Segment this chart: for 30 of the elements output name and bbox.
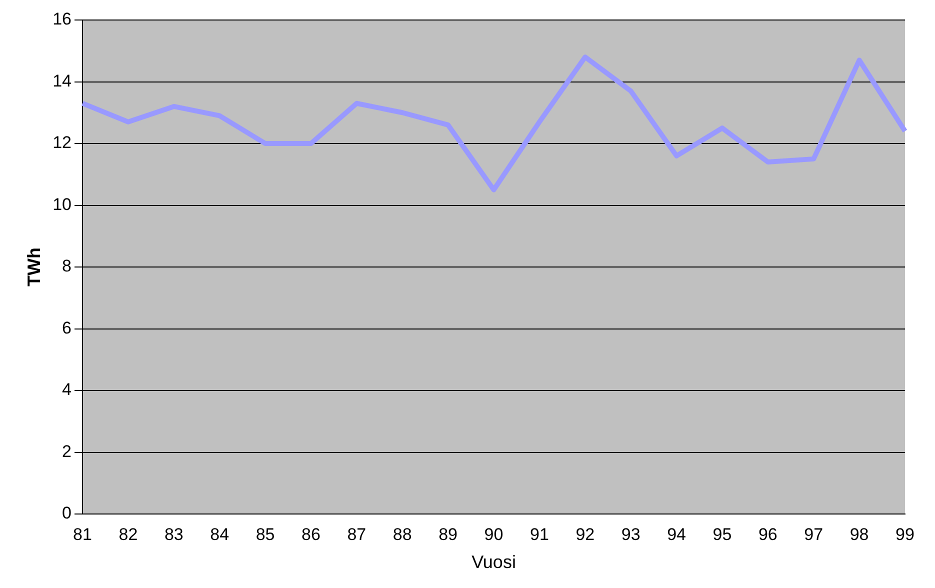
x-tick-label: 84: [210, 524, 230, 544]
x-tick-label: 85: [256, 524, 275, 544]
x-tick-label: 82: [118, 524, 138, 544]
y-tick-label: 8: [62, 256, 72, 276]
x-tick-label: 93: [621, 524, 640, 544]
x-tick-label: 98: [850, 524, 869, 544]
y-tick-label: 12: [52, 133, 72, 152]
x-tick-label: 96: [758, 524, 778, 544]
x-tick-label: 91: [530, 524, 549, 544]
y-tick-label: 16: [52, 10, 72, 29]
y-axis-title: TWh: [24, 248, 44, 286]
x-tick-label: 87: [347, 524, 366, 544]
y-tick-label: 2: [62, 442, 72, 461]
x-tick-label: 92: [576, 524, 595, 544]
y-tick-label: 14: [52, 71, 72, 90]
x-tick-label: 90: [484, 524, 504, 544]
x-tick-label: 83: [164, 524, 184, 544]
y-tick-label: 0: [62, 504, 72, 523]
x-tick-label: 94: [667, 524, 686, 544]
x-axis-title: Vuosi: [472, 552, 516, 572]
x-tick-label: 88: [392, 524, 412, 544]
x-tick-label: 86: [302, 524, 320, 544]
x-tick-label: 89: [438, 524, 458, 544]
x-tick-label: 95: [712, 524, 732, 544]
x-tick-label: 97: [804, 524, 824, 544]
y-tick-label: 6: [62, 318, 72, 338]
y-tick-label: 4: [62, 380, 72, 400]
x-tick-label: 99: [896, 524, 914, 544]
x-tick-label: 81: [73, 524, 92, 544]
y-tick-label: 10: [52, 194, 72, 214]
